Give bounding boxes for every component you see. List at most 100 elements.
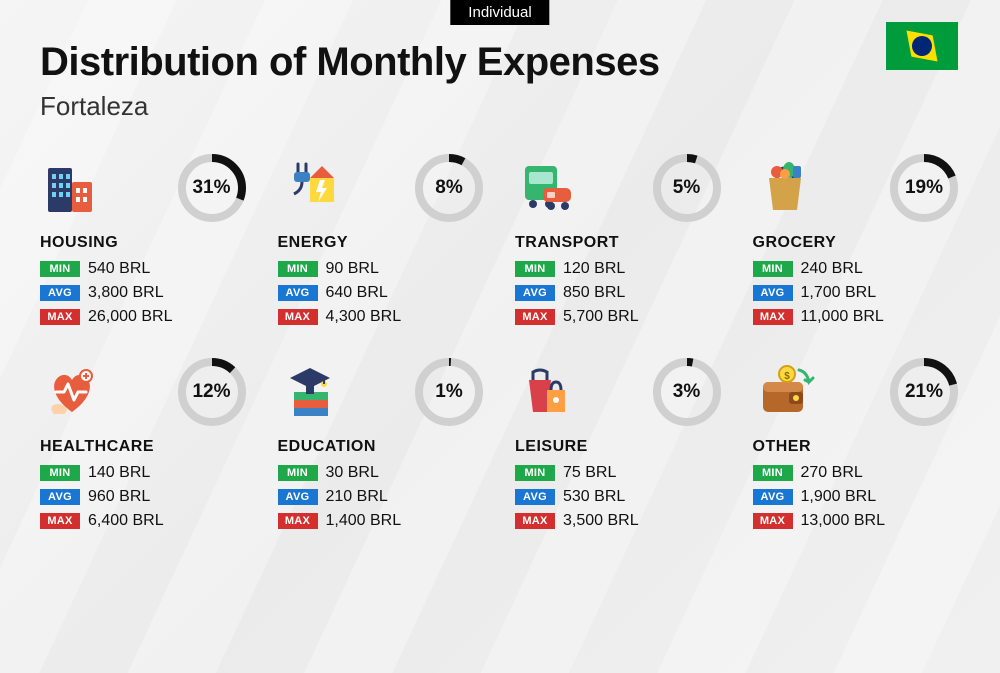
category-card: 3% LEISURE MIN 75 BRL AVG 530 BRL MAX 3,… — [515, 356, 723, 530]
min-badge: MIN — [515, 465, 555, 481]
min-badge: MIN — [40, 261, 80, 277]
min-badge: MIN — [753, 261, 793, 277]
category-name: TRANSPORT — [515, 234, 723, 252]
max-badge: MAX — [515, 309, 555, 325]
avg-badge: AVG — [753, 285, 793, 301]
buildings-icon — [40, 156, 104, 220]
pct-label: 8% — [413, 152, 485, 224]
avg-badge: AVG — [515, 285, 555, 301]
avg-value: 3,800 BRL — [88, 284, 164, 302]
category-card: 19% GROCERY MIN 240 BRL AVG 1,700 BRL MA… — [753, 152, 961, 326]
stat-avg: AVG 1,700 BRL — [753, 284, 961, 302]
stat-min: MIN 30 BRL — [278, 464, 486, 482]
category-card: 1% EDUCATION MIN 30 BRL AVG 210 BRL MAX … — [278, 356, 486, 530]
category-name: LEISURE — [515, 438, 723, 456]
plan-tag: Individual — [450, 0, 549, 25]
stat-max: MAX 11,000 BRL — [753, 308, 961, 326]
pct-label: 3% — [651, 356, 723, 428]
category-card: 31% HOUSING MIN 540 BRL AVG 3,800 BRL MA… — [40, 152, 248, 326]
stat-avg: AVG 850 BRL — [515, 284, 723, 302]
min-badge: MIN — [515, 261, 555, 277]
stat-max: MAX 26,000 BRL — [40, 308, 248, 326]
pct-ring: 12% — [176, 356, 248, 428]
category-card: 8% ENERGY MIN 90 BRL AVG 640 BRL MAX 4,3… — [278, 152, 486, 326]
max-badge: MAX — [278, 309, 318, 325]
stat-avg: AVG 210 BRL — [278, 488, 486, 506]
stat-avg: AVG 1,900 BRL — [753, 488, 961, 506]
min-badge: MIN — [40, 465, 80, 481]
stat-avg: AVG 3,800 BRL — [40, 284, 248, 302]
header: Distribution of Monthly Expenses Fortale… — [40, 40, 960, 122]
category-name: ENERGY — [278, 234, 486, 252]
svg-text:$: $ — [784, 371, 790, 382]
category-grid: 31% HOUSING MIN 540 BRL AVG 3,800 BRL MA… — [40, 152, 960, 530]
min-value: 240 BRL — [801, 260, 863, 278]
pct-ring: 1% — [413, 356, 485, 428]
city-subtitle: Fortaleza — [40, 91, 960, 122]
stat-avg: AVG 640 BRL — [278, 284, 486, 302]
wallet-icon: $ — [753, 360, 817, 424]
pct-label: 1% — [413, 356, 485, 428]
avg-badge: AVG — [40, 489, 80, 505]
stat-avg: AVG 530 BRL — [515, 488, 723, 506]
category-card: 5% TRANSPORT MIN 120 BRL AVG 850 BRL MAX… — [515, 152, 723, 326]
pct-label: 31% — [176, 152, 248, 224]
stat-avg: AVG 960 BRL — [40, 488, 248, 506]
avg-value: 1,900 BRL — [801, 488, 877, 506]
category-name: OTHER — [753, 438, 961, 456]
health-icon — [40, 360, 104, 424]
stat-min: MIN 90 BRL — [278, 260, 486, 278]
category-card: $ 21% OTHER MIN 270 BRL AVG 1,900 BRL MA… — [753, 356, 961, 530]
max-badge: MAX — [753, 513, 793, 529]
min-badge: MIN — [278, 261, 318, 277]
category-name: HOUSING — [40, 234, 248, 252]
avg-badge: AVG — [40, 285, 80, 301]
avg-value: 1,700 BRL — [801, 284, 877, 302]
stat-max: MAX 3,500 BRL — [515, 512, 723, 530]
max-value: 13,000 BRL — [801, 512, 886, 530]
max-value: 4,300 BRL — [326, 308, 402, 326]
avg-badge: AVG — [278, 285, 318, 301]
min-badge: MIN — [278, 465, 318, 481]
min-value: 270 BRL — [801, 464, 863, 482]
pct-label: 19% — [888, 152, 960, 224]
max-badge: MAX — [515, 513, 555, 529]
stat-max: MAX 4,300 BRL — [278, 308, 486, 326]
max-badge: MAX — [753, 309, 793, 325]
grocery-icon — [753, 156, 817, 220]
energy-icon — [278, 156, 342, 220]
avg-value: 850 BRL — [563, 284, 625, 302]
min-value: 90 BRL — [326, 260, 379, 278]
page-title: Distribution of Monthly Expenses — [40, 40, 960, 85]
avg-value: 530 BRL — [563, 488, 625, 506]
avg-badge: AVG — [753, 489, 793, 505]
stat-min: MIN 120 BRL — [515, 260, 723, 278]
max-badge: MAX — [40, 513, 80, 529]
pct-label: 21% — [888, 356, 960, 428]
category-name: EDUCATION — [278, 438, 486, 456]
avg-value: 210 BRL — [326, 488, 388, 506]
brazil-flag-icon — [886, 22, 958, 70]
min-value: 140 BRL — [88, 464, 150, 482]
stat-min: MIN 540 BRL — [40, 260, 248, 278]
avg-badge: AVG — [278, 489, 318, 505]
avg-badge: AVG — [515, 489, 555, 505]
pct-ring: 8% — [413, 152, 485, 224]
education-icon — [278, 360, 342, 424]
min-value: 75 BRL — [563, 464, 616, 482]
pct-label: 5% — [651, 152, 723, 224]
pct-ring: 3% — [651, 356, 723, 428]
max-value: 26,000 BRL — [88, 308, 173, 326]
max-value: 5,700 BRL — [563, 308, 639, 326]
stat-max: MAX 6,400 BRL — [40, 512, 248, 530]
avg-value: 640 BRL — [326, 284, 388, 302]
max-badge: MAX — [278, 513, 318, 529]
pct-ring: 21% — [888, 356, 960, 428]
stat-min: MIN 240 BRL — [753, 260, 961, 278]
max-value: 11,000 BRL — [801, 308, 884, 326]
stat-min: MIN 140 BRL — [40, 464, 248, 482]
pct-ring: 31% — [176, 152, 248, 224]
pct-label: 12% — [176, 356, 248, 428]
max-value: 1,400 BRL — [326, 512, 402, 530]
transport-icon — [515, 156, 579, 220]
